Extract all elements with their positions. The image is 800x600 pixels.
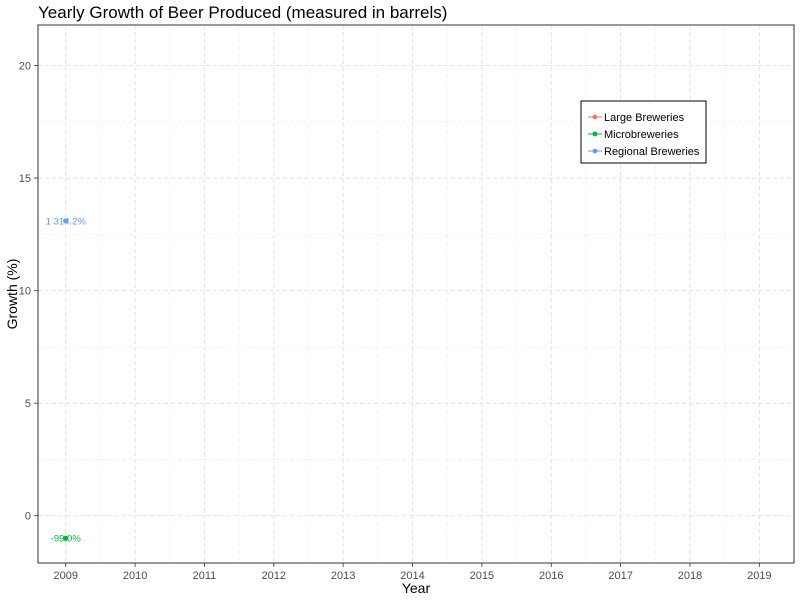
legend-entry-label: Microbreweries: [604, 129, 679, 141]
x-tick-label: 2017: [608, 570, 632, 582]
legend-key-point: [592, 131, 598, 137]
y-tick-label: 10: [19, 286, 31, 298]
y-axis-label: Growth (%): [4, 259, 20, 330]
x-tick-label: 2018: [678, 570, 702, 582]
y-tick-label: 0: [25, 511, 31, 523]
legend-key-point: [592, 148, 598, 154]
x-tick-label: 2016: [539, 570, 563, 582]
y-tick-label: 20: [19, 61, 31, 73]
x-tick-label: 2010: [123, 570, 147, 582]
legend: Large Breweries Microbreweries Regional Br…: [580, 100, 707, 164]
x-axis-label: Year: [402, 580, 431, 596]
panel-border: [37, 24, 795, 564]
x-axis-ticks: 2009 2010 2011 2012 2013 2014 2015 2016 2017 2018…: [54, 563, 772, 582]
x-tick-label: 2012: [262, 570, 286, 582]
x-tick-label: 2009: [54, 570, 78, 582]
y-tick-label: 5: [25, 398, 31, 410]
minor-gridlines: [38, 25, 794, 563]
legend-entry-label: Large Breweries: [604, 112, 685, 124]
x-tick-label: 2013: [331, 570, 355, 582]
x-tick-label: 2015: [470, 570, 494, 582]
y-axis-ticks: 0 5 10 15 20: [19, 61, 38, 523]
y-tick-label: 15: [19, 173, 31, 185]
legend-entry-label: Regional Breweries: [604, 146, 700, 158]
x-tick-label: 2014: [400, 570, 424, 582]
x-tick-label: 2011: [193, 570, 217, 582]
chart-title: Yearly Growth of Beer Produced (measured…: [38, 3, 448, 22]
data-label: 1 314.2%: [46, 216, 87, 227]
data-label: -99.0%: [51, 534, 82, 545]
data-point: [63, 535, 69, 541]
data-point: [63, 218, 69, 224]
legend-key-point: [592, 114, 598, 120]
x-tick-label: 2019: [747, 570, 771, 582]
major-gridlines: [38, 25, 794, 563]
legend-box: [580, 100, 707, 164]
series-marks: -99.0% 1 314.2%: [46, 216, 87, 544]
